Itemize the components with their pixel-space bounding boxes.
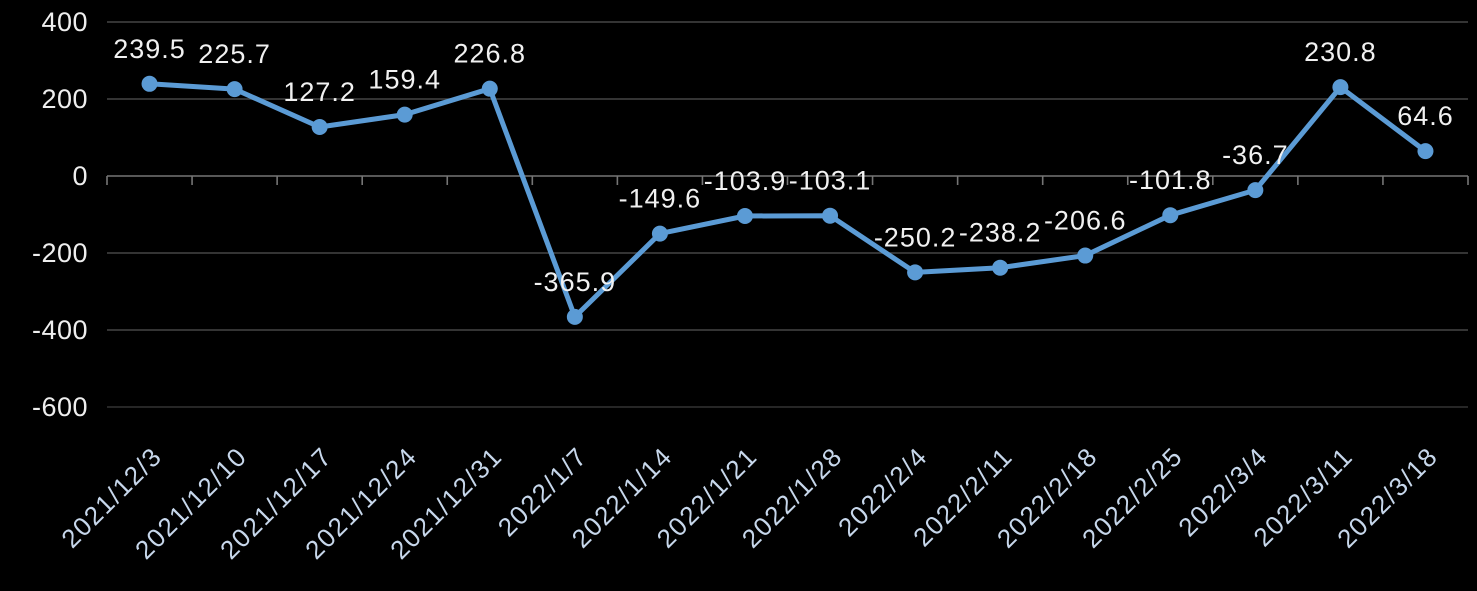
data-point-label: 226.8 xyxy=(453,39,526,69)
data-point-label: -101.8 xyxy=(1129,165,1212,195)
series-line xyxy=(147,81,1428,320)
data-point-label: 239.5 xyxy=(113,34,186,64)
data-point-marker xyxy=(822,207,839,224)
data-point-label: -36.7 xyxy=(1222,140,1289,170)
data-point-marker xyxy=(1162,207,1179,224)
data-point-label: -103.9 xyxy=(704,166,787,196)
data-point-label: -365.9 xyxy=(534,267,617,297)
data-point-label: 64.6 xyxy=(1397,101,1454,131)
data-point-label: -206.6 xyxy=(1044,206,1127,236)
data-point-marker xyxy=(566,308,583,325)
data-point-marker xyxy=(651,225,668,242)
data-point-marker xyxy=(396,106,413,123)
y-axis-tick-label: -200 xyxy=(32,238,88,268)
data-point-label: 230.8 xyxy=(1304,37,1377,67)
data-point-marker xyxy=(907,264,924,281)
data-point-marker xyxy=(1332,79,1349,96)
data-point-marker xyxy=(736,208,753,225)
data-point-marker xyxy=(226,81,243,98)
data-point-marker xyxy=(141,75,158,92)
data-point-label: 127.2 xyxy=(283,77,356,107)
data-point-label: 225.7 xyxy=(198,39,271,69)
data-point-marker xyxy=(311,119,328,136)
y-axis-tick-label: -400 xyxy=(32,315,88,345)
y-axis-tick-label: 200 xyxy=(41,84,88,114)
data-point-marker xyxy=(1247,182,1264,199)
y-axis-tick-label: -600 xyxy=(32,392,88,422)
data-point-label: -103.1 xyxy=(789,166,872,196)
data-point-label: -238.2 xyxy=(959,218,1042,248)
y-axis-tick-label: 400 xyxy=(41,7,88,37)
data-point-marker xyxy=(992,259,1009,276)
data-point-label: 159.4 xyxy=(368,65,441,95)
data-point-label: -250.2 xyxy=(874,222,957,252)
data-point-marker xyxy=(481,80,498,97)
data-point-marker xyxy=(1417,143,1434,160)
y-axis-tick-label: 0 xyxy=(72,161,88,191)
data-point-marker xyxy=(1077,247,1094,264)
data-point-label: -149.6 xyxy=(619,184,702,214)
